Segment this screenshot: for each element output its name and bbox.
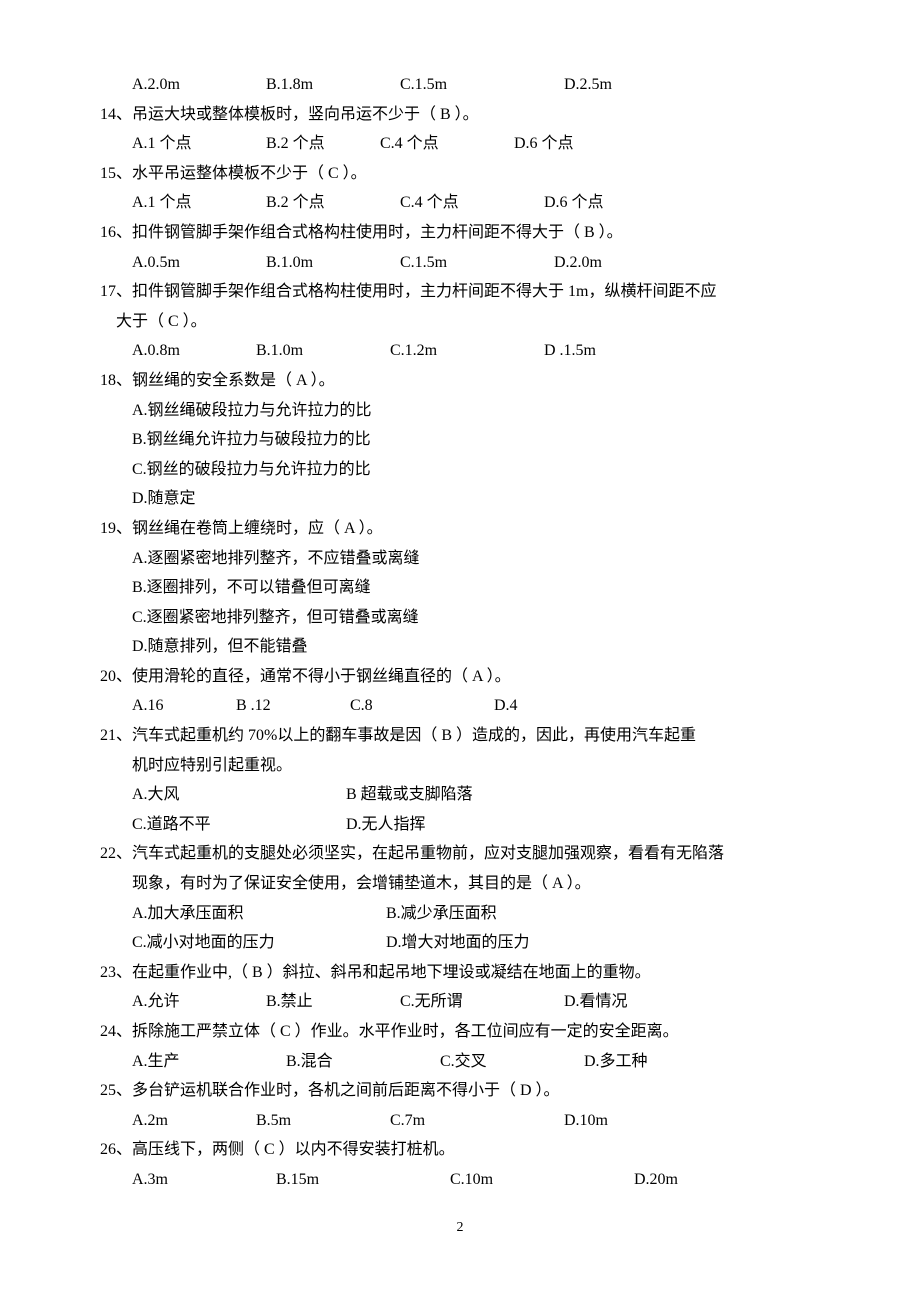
q19-opt-d: D.随意排列，但不能错叠: [100, 632, 820, 662]
q23-opt-c: C.无所谓: [400, 987, 560, 1017]
q24-text: 24、拆除施工严禁立体（ C ）作业。水平作业时，各工位间应有一定的安全距离。: [100, 1017, 820, 1047]
q24-opt-c: C.交叉: [440, 1047, 580, 1077]
q17-text-l1: 17、扣件钢管脚手架作组合式格构柱使用时，主力杆间距不得大于 1m，纵横杆间距不…: [100, 277, 820, 307]
q17-opt-c: C.1.2m: [390, 336, 540, 366]
q26-opt-d: D.20m: [634, 1165, 678, 1195]
q17-opt-b: B.1.0m: [256, 336, 386, 366]
q16-text: 16、扣件钢管脚手架作组合式格构柱使用时，主力杆间距不得大于（ B ）。: [100, 218, 820, 248]
q14-options: A.1 个点 B.2 个点 C.4 个点 D.6 个点: [100, 129, 820, 159]
q24-options: A.生产 B.混合 C.交叉 D.多工种: [100, 1047, 820, 1077]
q16-opt-b: B.1.0m: [266, 248, 396, 278]
q16-options: A.0.5m B.1.0m C.1.5m D.2.0m: [100, 248, 820, 278]
q23-opt-b: B.禁止: [266, 987, 396, 1017]
q19-opt-c: C.逐圈紧密地排列整齐，但可错叠或离缝: [100, 603, 820, 633]
q23-opt-a: A.允许: [132, 987, 262, 1017]
q16-opt-d: D.2.0m: [554, 248, 602, 278]
q22-options-row2: C.减小对地面的压力 D.增大对地面的压力: [100, 928, 820, 958]
q22-text-l1: 22、汽车式起重机的支腿处必须坚实，在起吊重物前，应对支腿加强观察，看看有无陷落: [100, 839, 820, 869]
q18-opt-a: A.钢丝绳破段拉力与允许拉力的比: [100, 396, 820, 426]
q15-text: 15、水平吊运整体模板不少于（ C ）。: [100, 159, 820, 189]
q22-opt-d: D.增大对地面的压力: [386, 928, 530, 958]
q19-opt-a: A.逐圈紧密地排列整齐，不应错叠或离缝: [100, 544, 820, 574]
q13-options: A.2.0m B.1.8m C.1.5m D.2.5m: [100, 70, 820, 100]
q22-text-l2: 现象，有时为了保证安全使用，会增铺垫道木，其目的是（ A ）。: [100, 869, 820, 899]
q26-opt-a: A.3m: [132, 1165, 272, 1195]
q25-opt-b: B.5m: [256, 1106, 386, 1136]
q22-options-row1: A.加大承压面积 B.减少承压面积: [100, 899, 820, 929]
q21-options-row1: A.大风 B 超载或支脚陷落: [100, 780, 820, 810]
q16-opt-c: C.1.5m: [400, 248, 550, 278]
q22-opt-a: A.加大承压面积: [132, 899, 382, 929]
q25-opt-a: A.2m: [132, 1106, 252, 1136]
q25-opt-d: D.10m: [564, 1106, 608, 1136]
q17-text-l2: 大于（ C ）。: [100, 307, 820, 337]
q26-opt-c: C.10m: [450, 1165, 630, 1195]
q24-opt-d: D.多工种: [584, 1047, 648, 1077]
q26-opt-b: B.15m: [276, 1165, 446, 1195]
q14-text: 14、吊运大块或整体模板时，竖向吊运不少于（ B ）。: [100, 100, 820, 130]
q20-opt-c: C.8: [350, 691, 490, 721]
q24-opt-b: B.混合: [286, 1047, 436, 1077]
q18-opt-b: B.钢丝绳允许拉力与破段拉力的比: [100, 425, 820, 455]
q17-opt-d: D .1.5m: [544, 336, 596, 366]
q19-opt-b: B.逐圈排列，不可以错叠但可离缝: [100, 573, 820, 603]
q23-options: A.允许 B.禁止 C.无所谓 D.看情况: [100, 987, 820, 1017]
q14-opt-a: A.1 个点: [132, 129, 262, 159]
q21-opt-a: A.大风: [132, 780, 342, 810]
q15-opt-d: D.6 个点: [544, 188, 604, 218]
q17-opt-a: A.0.8m: [132, 336, 252, 366]
q13-opt-c: C.1.5m: [400, 70, 560, 100]
q19-text: 19、钢丝绳在卷筒上缠绕时，应（ A ）。: [100, 514, 820, 544]
q21-text-l1: 21、汽车式起重机约 70%以上的翻车事故是因（ B ）造成的，因此，再使用汽车…: [100, 721, 820, 751]
q21-text-l2: 机时应特别引起重视。: [100, 751, 820, 781]
page-number: 2: [100, 1215, 820, 1241]
q22-opt-b: B.减少承压面积: [386, 899, 497, 929]
q21-options-row2: C.道路不平 D.无人指挥: [100, 810, 820, 840]
q15-options: A.1 个点 B.2 个点 C.4 个点 D.6 个点: [100, 188, 820, 218]
q23-opt-d: D.看情况: [564, 987, 628, 1017]
q26-options: A.3m B.15m C.10m D.20m: [100, 1165, 820, 1195]
q15-opt-b: B.2 个点: [266, 188, 396, 218]
q25-options: A.2m B.5m C.7m D.10m: [100, 1106, 820, 1136]
q20-options: A.16 B .12 C.8 D.4: [100, 691, 820, 721]
q26-text: 26、高压线下，两侧（ C ）以内不得安装打桩机。: [100, 1135, 820, 1165]
q14-opt-d: D.6 个点: [514, 129, 574, 159]
q13-opt-a: A.2.0m: [132, 70, 262, 100]
q24-opt-a: A.生产: [132, 1047, 282, 1077]
q15-opt-c: C.4 个点: [400, 188, 540, 218]
q20-opt-a: A.16: [132, 691, 232, 721]
q14-opt-b: B.2 个点: [266, 129, 376, 159]
q21-opt-d: D.无人指挥: [346, 810, 426, 840]
q16-opt-a: A.0.5m: [132, 248, 262, 278]
q25-opt-c: C.7m: [390, 1106, 560, 1136]
q20-opt-b: B .12: [236, 691, 346, 721]
q15-opt-a: A.1 个点: [132, 188, 262, 218]
q18-text: 18、钢丝绳的安全系数是（ A ）。: [100, 366, 820, 396]
q22-opt-c: C.减小对地面的压力: [132, 928, 382, 958]
q21-opt-c: C.道路不平: [132, 810, 342, 840]
q25-text: 25、多台铲运机联合作业时，各机之间前后距离不得小于（ D ）。: [100, 1076, 820, 1106]
q13-opt-d: D.2.5m: [564, 70, 612, 100]
q23-text: 23、在起重作业中,（ B ）斜拉、斜吊和起吊地下埋设或凝结在地面上的重物。: [100, 958, 820, 988]
q13-opt-b: B.1.8m: [266, 70, 396, 100]
q18-opt-d: D.随意定: [100, 484, 820, 514]
q20-text: 20、使用滑轮的直径，通常不得小于钢丝绳直径的（ A ）。: [100, 662, 820, 692]
q17-options: A.0.8m B.1.0m C.1.2m D .1.5m: [100, 336, 820, 366]
q14-opt-c: C.4 个点: [380, 129, 510, 159]
q18-opt-c: C.钢丝的破段拉力与允许拉力的比: [100, 455, 820, 485]
q20-opt-d: D.4: [494, 691, 518, 721]
q21-opt-b: B 超载或支脚陷落: [346, 780, 473, 810]
